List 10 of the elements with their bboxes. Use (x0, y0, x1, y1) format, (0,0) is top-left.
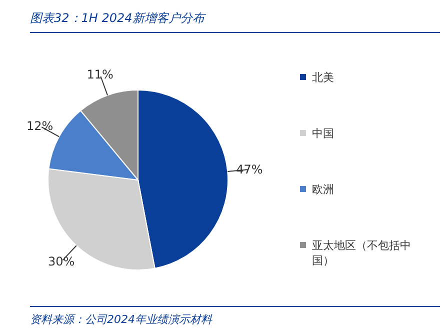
data-label: 12% (26, 119, 54, 134)
legend-label: 北美 (312, 70, 334, 85)
text: 资料来源：公司2024年业绩演示材料 (30, 312, 212, 327)
legend-label: 中国 (312, 126, 334, 141)
data-label: 47% (236, 162, 263, 176)
legend-label: 欧洲 (312, 182, 334, 197)
chart-title: 图表32：1H 2024新增客户分布 (30, 10, 204, 27)
data-label: 30% (48, 254, 75, 269)
legend-label: 亚太地区（不包括中国） (312, 238, 412, 268)
data-label: 11% (86, 68, 114, 82)
